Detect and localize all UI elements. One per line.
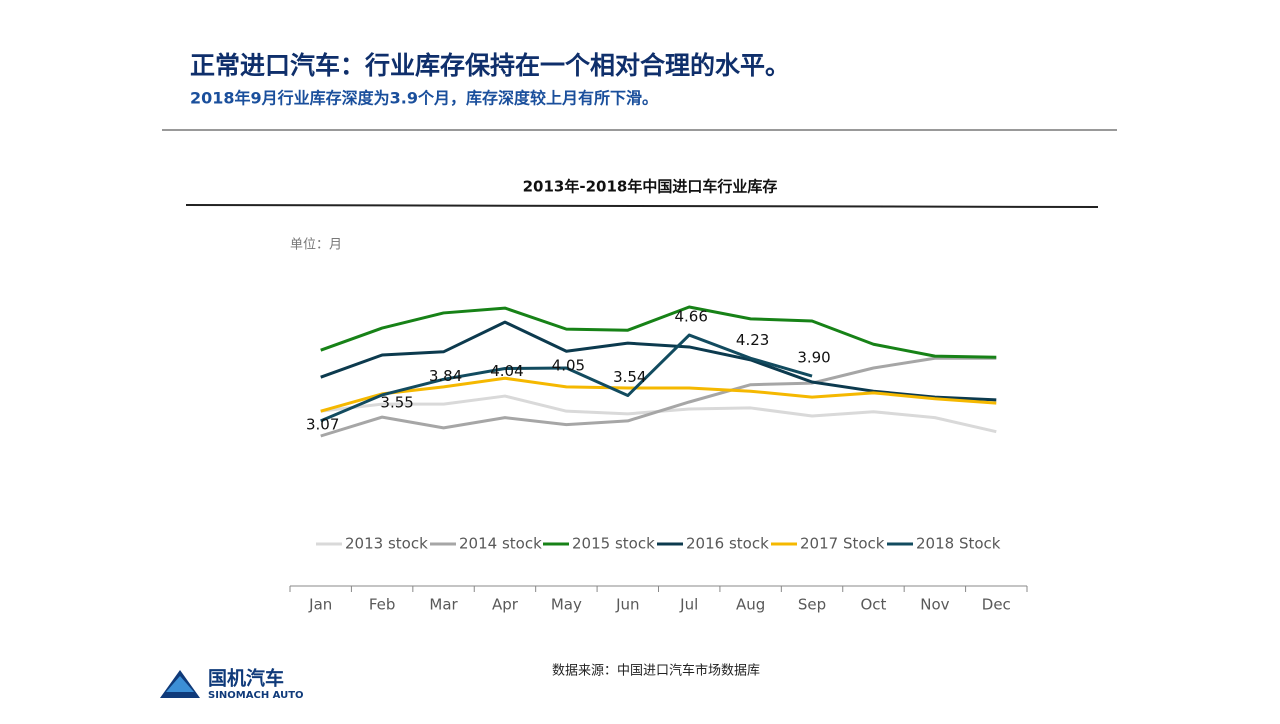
slide-title: 正常进口汽车：行业库存保持在一个相对合理的水平。	[190, 51, 790, 80]
series-line	[320, 376, 997, 413]
logo-cn: 国机汽车	[208, 667, 284, 690]
x-tick-label: Sep	[798, 596, 826, 614]
logo-icon-inner	[166, 676, 194, 692]
chart-divider	[185, 204, 1099, 208]
data-label: 3.07	[306, 415, 339, 433]
x-tick-label: Apr	[492, 596, 519, 614]
legend-label: 2017 Stock	[800, 535, 885, 553]
x-tick-label: Feb	[369, 596, 396, 614]
logo-en: SINOMACH AUTO	[208, 690, 304, 701]
source-note: 数据来源：中国进口汽车市场数据库	[552, 663, 760, 679]
legend-label: 2013 stock	[345, 535, 428, 553]
data-label: 4.04	[490, 362, 523, 380]
x-tick-label: May	[551, 596, 582, 614]
legend-label: 2014 stock	[459, 535, 542, 553]
data-label: 4.66	[675, 308, 708, 326]
series-line	[320, 305, 997, 359]
data-label: 3.90	[797, 349, 830, 367]
x-tick-label: Aug	[736, 596, 765, 614]
data-label: 3.54	[613, 368, 646, 386]
series-line	[320, 394, 997, 434]
x-tick-label: Jan	[308, 596, 332, 614]
slide-subtitle: 2018年9月行业库存深度为3.9个月，库存深度较上月有所下滑。	[190, 89, 658, 108]
x-tick-label: Jul	[679, 596, 698, 614]
data-label: 4.23	[736, 331, 769, 349]
data-label: 3.84	[429, 367, 462, 385]
x-tick-label: Nov	[920, 596, 949, 614]
unit-label: 单位：月	[290, 238, 342, 253]
x-tick-label: Oct	[860, 596, 886, 614]
logo: 国机汽车 SINOMACH AUTO	[160, 667, 304, 701]
series-line	[320, 333, 813, 423]
legend-label: 2018 Stock	[916, 535, 1001, 553]
x-tick-label: Jun	[615, 596, 639, 614]
legend-label: 2016 stock	[686, 535, 769, 553]
data-label: 4.05	[552, 356, 585, 374]
x-tick-label: Mar	[429, 596, 458, 614]
legend-label: 2015 stock	[572, 535, 655, 553]
chart-title: 2013年-2018年中国进口车行业库存	[523, 178, 778, 196]
x-tick-label: Dec	[982, 596, 1011, 614]
series-line	[320, 356, 997, 438]
data-label: 3.55	[380, 393, 413, 411]
series-line	[320, 320, 997, 402]
